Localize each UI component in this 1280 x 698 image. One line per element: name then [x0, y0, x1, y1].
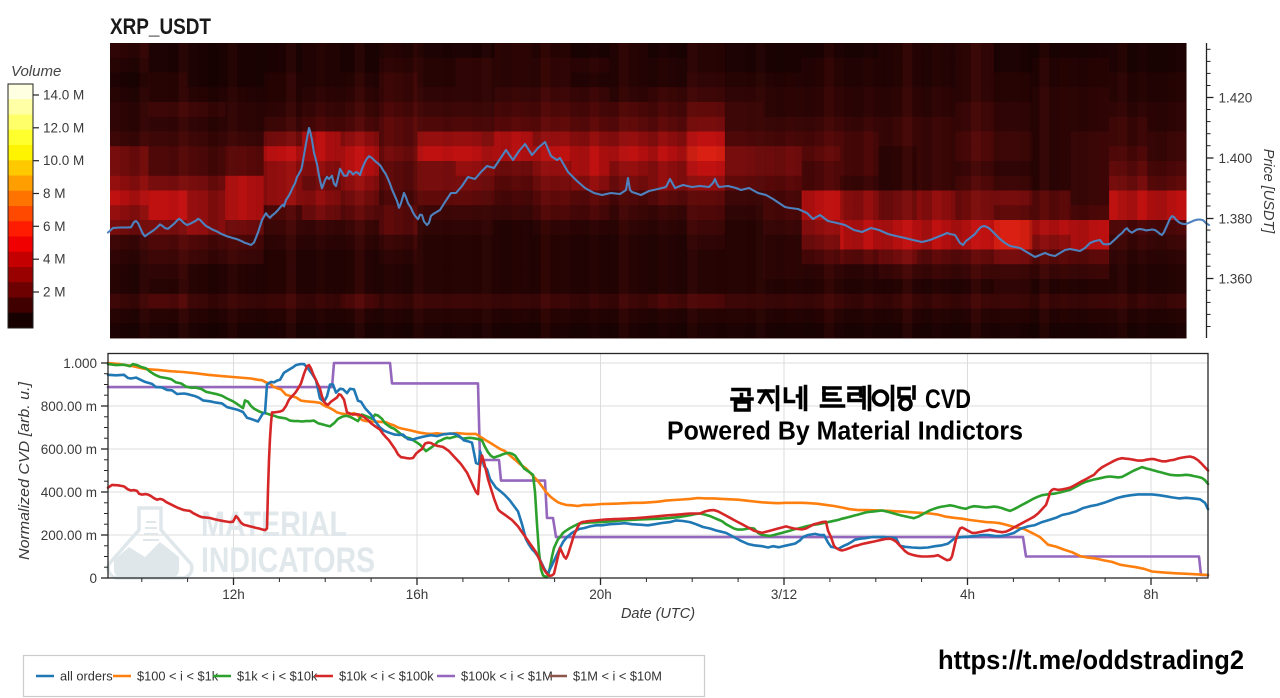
svg-text:200.00 m: 200.00 m	[41, 528, 97, 543]
svg-text:Price [USDT]: Price [USDT]	[1260, 149, 1276, 235]
svg-text:$10k < i < $100k: $10k < i < $100k	[339, 669, 434, 684]
svg-text:1.420: 1.420	[1219, 90, 1253, 105]
svg-text:0: 0	[89, 571, 97, 586]
svg-text:4h: 4h	[960, 587, 975, 602]
svg-text:600.00 m: 600.00 m	[41, 442, 97, 457]
svg-text:MATERIAL: MATERIAL	[201, 505, 347, 544]
svg-text:16h: 16h	[406, 587, 429, 602]
svg-text:Date (UTC): Date (UTC)	[621, 606, 695, 622]
svg-text:Normalized CVD [arb. u.]: Normalized CVD [arb. u.]	[17, 381, 33, 560]
svg-text:1.360: 1.360	[1219, 271, 1253, 286]
svg-text:XRP_USDT: XRP_USDT	[110, 14, 211, 39]
svg-text:6 M: 6 M	[43, 219, 66, 234]
svg-text:INDICATORS: INDICATORS	[201, 541, 375, 580]
svg-text:1.000: 1.000	[63, 356, 97, 371]
svg-text:8 M: 8 M	[43, 186, 66, 201]
svg-text:Volume: Volume	[11, 63, 61, 80]
svg-text:1.400: 1.400	[1219, 151, 1253, 166]
svg-text:8h: 8h	[1143, 587, 1158, 602]
svg-text:Powered By Material Indictors: Powered By Material Indictors	[667, 418, 1023, 446]
svg-text:$1M < i < $10M: $1M < i < $10M	[573, 669, 662, 684]
svg-text:12.0 M: 12.0 M	[43, 120, 84, 135]
svg-text:$100k < i < $1M: $100k < i < $1M	[461, 669, 553, 684]
svg-text:1.380: 1.380	[1219, 211, 1253, 226]
svg-text:20h: 20h	[589, 587, 612, 602]
svg-text:all orders: all orders	[60, 669, 113, 684]
svg-text:2 M: 2 M	[43, 285, 66, 300]
svg-text:https://t.me/oddstrading2: https://t.me/oddstrading2	[938, 645, 1244, 675]
svg-text:400.00 m: 400.00 m	[41, 485, 97, 500]
svg-text:12h: 12h	[222, 587, 245, 602]
svg-text:CVD: CVD	[925, 384, 971, 414]
svg-text:3/12: 3/12	[771, 587, 797, 602]
svg-text:$100 < i < $1k: $100 < i < $1k	[137, 669, 219, 684]
svg-text:800.00 m: 800.00 m	[41, 399, 97, 414]
svg-text:14.0 M: 14.0 M	[43, 88, 84, 103]
svg-text:4 M: 4 M	[43, 252, 66, 267]
svg-text:10.0 M: 10.0 M	[43, 153, 84, 168]
svg-text:$1k < i < $10k: $1k < i < $10k	[237, 669, 318, 684]
